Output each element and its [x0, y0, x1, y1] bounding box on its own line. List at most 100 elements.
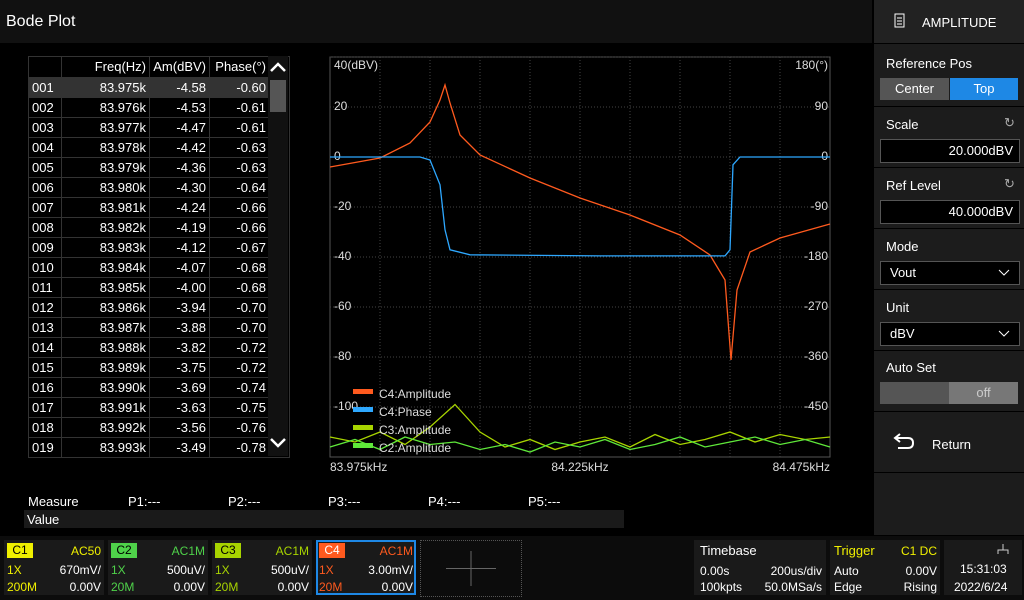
table-cell: 83.978k [61, 138, 146, 158]
channel-name: C3 [215, 543, 241, 558]
table-cell: 010 [32, 260, 54, 275]
return-button[interactable]: Return [874, 412, 1024, 473]
measure-label: Measure [28, 494, 79, 509]
table-row[interactable]: 012 83.986k -3.94 -0.70 [29, 297, 269, 318]
channel-box[interactable]: C4 AC1M 1X 3.00mV/20M 0.00V [316, 540, 416, 595]
table-cell: -4.53 [149, 98, 206, 118]
legend-label: C4:Amplitude [379, 387, 451, 401]
table-row[interactable]: 002 83.976k -4.53 -0.61 [29, 97, 269, 118]
table-row[interactable]: 003 83.977k -4.47 -0.61 [29, 117, 269, 138]
table-cell: 83.988k [61, 338, 146, 358]
y-tick-label: -40 [334, 249, 352, 263]
mode-value: Vout [890, 265, 917, 280]
table-cell: -0.64 [209, 178, 266, 198]
menu-title: AMPLITUDE [922, 15, 997, 30]
y2-tick-label: -90 [811, 199, 829, 213]
bode-chart: 40(dBV) 20 0 -20 -40 -60 -80 -100 180(°) 90 0 -90 -1… [329, 56, 831, 474]
ref-level-label: Ref Level [886, 178, 941, 193]
center-button[interactable]: Center [880, 78, 949, 100]
legend-label: C3:Amplitude [379, 423, 451, 437]
reference-pos-label: Reference Pos [886, 56, 972, 71]
table-row[interactable]: 013 83.987k -3.88 -0.70 [29, 317, 269, 338]
channel-scale: 500uV/ [166, 563, 205, 577]
channel-offset: 0.00V [173, 580, 205, 594]
table-cell: 83.986k [61, 298, 146, 318]
mode-select[interactable]: Vout [880, 261, 1020, 285]
channel-box[interactable]: C3 AC1M 1X 500uV/20M 0.00V [212, 540, 312, 595]
channel-offset: 0.00V [381, 580, 413, 594]
table-row[interactable]: 009 83.983k -4.12 -0.67 [29, 237, 269, 258]
table-row[interactable]: 014 83.988k -3.82 -0.72 [29, 337, 269, 358]
table-cell: 83.990k [61, 378, 146, 398]
trigger-box[interactable]: Trigger C1 DC Auto 0.00V Edge Rising [830, 540, 940, 595]
channel-coupling: AC1M [379, 544, 413, 558]
table-cell: 83.984k [61, 258, 146, 278]
ref-level-input[interactable]: 40.000dBV [880, 200, 1020, 224]
y-tick-label: -60 [334, 299, 352, 313]
top-button[interactable]: Top [950, 78, 1018, 100]
scrollbar[interactable] [268, 56, 288, 456]
table-row[interactable]: 001 83.975k -4.58 -0.60 [29, 77, 269, 98]
table-cell: 83.993k [61, 438, 146, 458]
channel-bandwidth: 200M [7, 580, 38, 594]
table-row[interactable]: 015 83.989k -3.75 -0.72 [29, 357, 269, 378]
table-row[interactable]: 016 83.990k -3.69 -0.74 [29, 377, 269, 398]
table-cell: 83.980k [61, 178, 146, 198]
y-tick-label: -100 [334, 399, 358, 413]
channel-probe: 1X [7, 563, 22, 577]
table-cell: -0.68 [209, 278, 266, 298]
table-row[interactable]: 005 83.979k -4.36 -0.63 [29, 157, 269, 178]
scale-input[interactable]: 20.000dBV [880, 139, 1020, 163]
table-cell: -4.00 [149, 278, 206, 298]
table-cell: 017 [32, 400, 54, 415]
panel-fill [874, 473, 1024, 536]
channel-box[interactable]: C2 AC1M 1X 500uV/20M 0.00V [108, 540, 208, 595]
table-cell: -0.78 [209, 438, 266, 458]
auto-set-toggle[interactable]: off [880, 382, 1018, 404]
series-line [329, 436, 831, 453]
scroll-thumb[interactable] [270, 80, 286, 112]
table-cell: -3.49 [149, 438, 206, 458]
scroll-down[interactable] [268, 436, 288, 450]
y2-tick-label: 180(°) [795, 58, 828, 72]
measure-point: P3:--- [328, 494, 361, 509]
channel-name: C1 [7, 543, 33, 558]
table-row[interactable]: 006 83.980k -4.30 -0.64 [29, 177, 269, 198]
trigger-label: Trigger [834, 543, 875, 558]
reference-pos-section: Reference Pos Center Top [874, 44, 1024, 107]
table-row[interactable]: 018 83.992k -3.56 -0.76 [29, 417, 269, 438]
scale-value: 20.000dBV [948, 143, 1013, 158]
table-row[interactable]: 010 83.984k -4.07 -0.68 [29, 257, 269, 278]
table-row[interactable]: 019 83.993k -3.49 -0.78 [29, 437, 269, 458]
scroll-up[interactable] [268, 60, 288, 74]
channel-box[interactable]: C1 AC50 1X 670mV/200M 0.00V [4, 540, 104, 595]
table-cell: -4.30 [149, 178, 206, 198]
table-cell: -4.07 [149, 258, 206, 278]
table-cell: 83.985k [61, 278, 146, 298]
unit-select[interactable]: dBV [880, 322, 1020, 346]
column-header: Phase(°) [209, 57, 266, 77]
legend-label: C4:Phase [379, 405, 432, 419]
table-cell: 83.979k [61, 158, 146, 178]
table-cell: 83.992k [61, 418, 146, 438]
table-cell: 83.982k [61, 218, 146, 238]
table-cell: 006 [32, 180, 54, 195]
table-row[interactable]: 017 83.991k -3.63 -0.75 [29, 397, 269, 418]
y-tick-label: 0 [334, 149, 341, 163]
data-table[interactable]: Freq(Hz) Am(dBV) Phase(°) 001 83.975k -4.58 -0… [28, 56, 290, 458]
timebase-box[interactable]: Timebase 0.00s 200us/div 100kpts 50.0MSa/s [694, 540, 826, 595]
channel-offset: 0.00V [69, 580, 101, 594]
table-row[interactable]: 011 83.985k -4.00 -0.68 [29, 277, 269, 298]
trigger-source: C1 DC [900, 544, 937, 558]
table-cell: -3.88 [149, 318, 206, 338]
table-row[interactable]: 004 83.978k -4.42 -0.63 [29, 137, 269, 158]
add-channel[interactable] [420, 540, 522, 597]
table-cell: -3.56 [149, 418, 206, 438]
timebase-points: 100kpts [700, 580, 743, 594]
table-cell: -0.74 [209, 378, 266, 398]
legend-swatch [353, 425, 373, 430]
measure-point: P4:--- [428, 494, 461, 509]
table-row[interactable]: 008 83.982k -4.19 -0.66 [29, 217, 269, 238]
table-row[interactable]: 007 83.981k -4.24 -0.66 [29, 197, 269, 218]
